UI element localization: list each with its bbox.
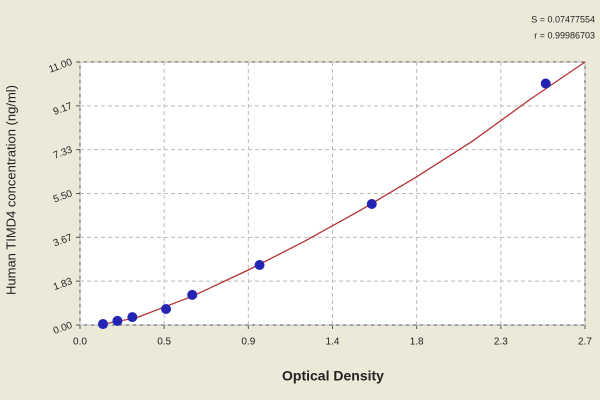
y-tick-label: 1.83 — [52, 276, 74, 293]
x-tick-label: 2.7 — [578, 337, 592, 348]
x-tick-label: 0.9 — [241, 337, 255, 348]
x-tick-label: 1.4 — [326, 337, 340, 348]
x-tick-label: 0.0 — [73, 337, 87, 348]
data-point — [161, 303, 172, 314]
y-tick-label: 9.17 — [52, 101, 74, 118]
annotation: S = 0.07477554 — [531, 14, 595, 24]
data-point — [366, 199, 377, 210]
data-point — [98, 319, 109, 330]
x-tick-label: 2.3 — [494, 337, 508, 348]
y-tick-label: 11.00 — [47, 57, 74, 76]
data-point — [540, 78, 551, 89]
x-tick-label: 1.8 — [410, 337, 424, 348]
data-point — [254, 259, 265, 270]
data-point — [127, 312, 138, 323]
data-point — [187, 289, 198, 300]
y-axis-label: Human TIMD4 concentration (ng/ml) — [3, 85, 18, 295]
x-axis-label: Optical Density — [282, 368, 384, 384]
annotation: r = 0.99986703 — [534, 30, 595, 40]
x-tick-label: 0.5 — [157, 337, 171, 348]
data-point — [112, 315, 123, 326]
y-tick-label: 5.50 — [52, 188, 74, 205]
y-tick-label: 3.67 — [52, 232, 74, 249]
y-tick-label: 0.00 — [52, 320, 74, 337]
y-tick-label: 7.33 — [52, 144, 74, 161]
